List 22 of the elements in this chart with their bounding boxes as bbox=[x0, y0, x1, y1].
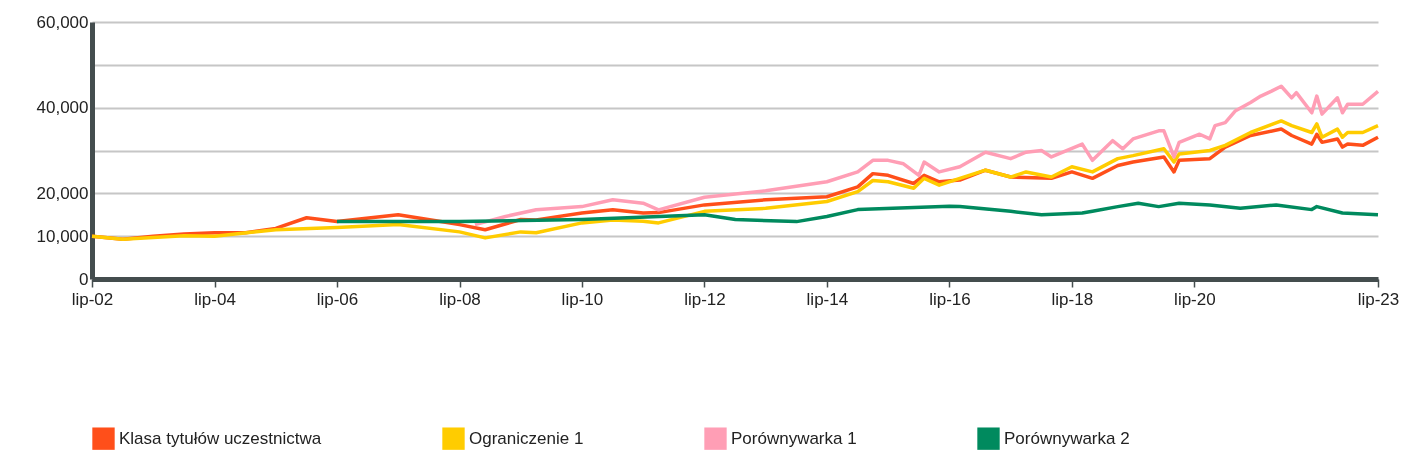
y-tick-label: 10,000 bbox=[36, 226, 89, 246]
x-tick-label: lip-08 bbox=[439, 289, 481, 309]
x-tick-label: lip-18 bbox=[1051, 289, 1094, 309]
x-tick-label: lip-04 bbox=[194, 289, 236, 309]
x-tick-label: lip-16 bbox=[929, 289, 971, 309]
y-tick-label: 0 bbox=[79, 269, 89, 289]
x-tick-label: lip-02 bbox=[71, 289, 114, 309]
y-tick-label: 20,000 bbox=[36, 183, 89, 203]
x-tick-label: lip-14 bbox=[806, 289, 849, 309]
x-tick-label: lip-06 bbox=[316, 289, 359, 309]
x-tick-label: lip-12 bbox=[684, 289, 726, 309]
x-tick-label: lip-10 bbox=[561, 289, 604, 309]
x-tick-label: lip-20 bbox=[1174, 289, 1216, 309]
y-tick-label: 60,000 bbox=[36, 12, 89, 32]
line-series bbox=[473, 84, 1380, 227]
legend-label: Klasa tytułów uczestnictwa bbox=[119, 428, 322, 448]
legend-label: Ograniczenie 1 bbox=[469, 428, 584, 448]
line-series bbox=[335, 201, 1380, 224]
x-tick-label: lip-23 bbox=[1357, 289, 1400, 309]
legend-label: Porównywarka 1 bbox=[731, 428, 857, 448]
legend-label: Porównywarka 2 bbox=[1004, 428, 1130, 448]
y-tick-label: 40,000 bbox=[36, 98, 89, 118]
